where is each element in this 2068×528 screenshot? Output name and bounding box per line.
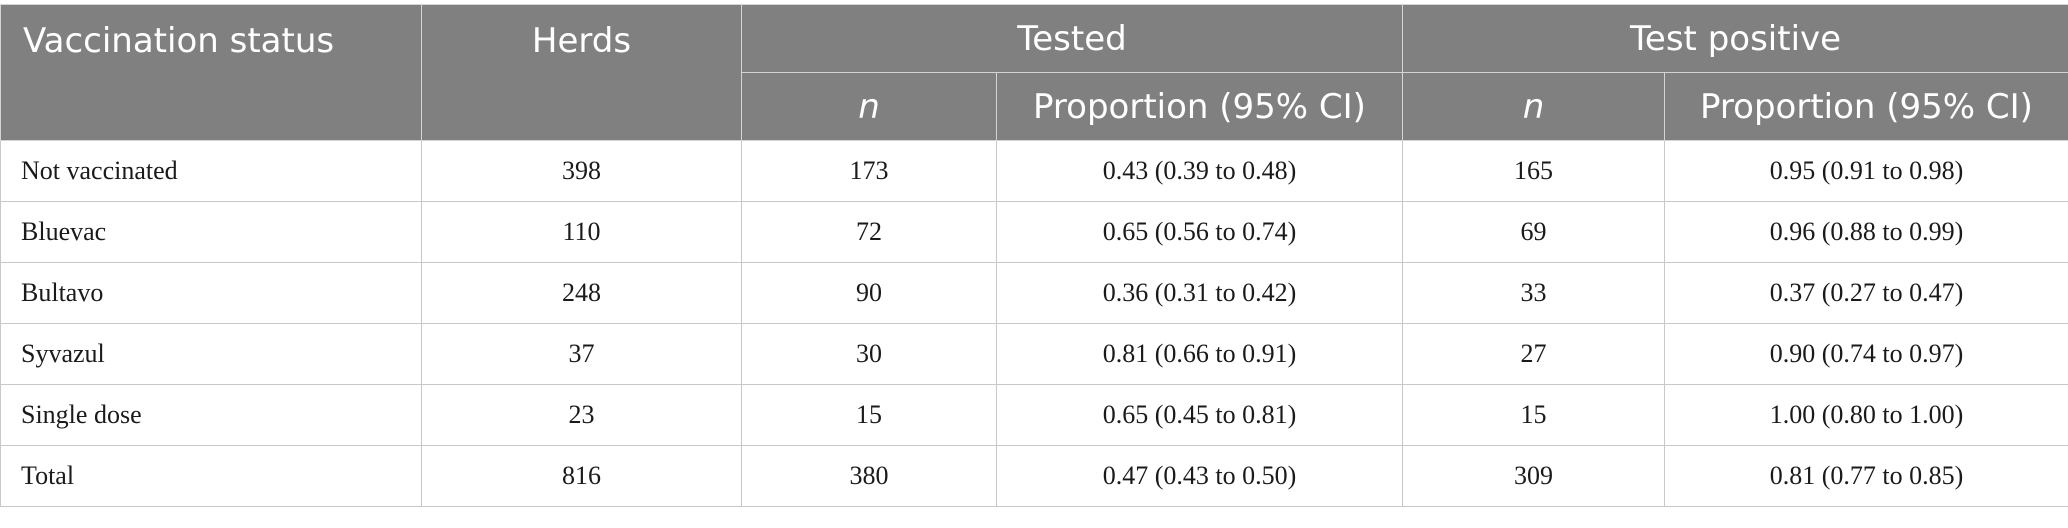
- cell-status: Syvazul: [0, 323, 422, 385]
- table-row: Single dose 23 15 0.65 (0.45 to 0.81) 15…: [0, 384, 2068, 446]
- cell-positive-n: 15: [1402, 384, 1665, 446]
- header-group-test-positive: Test positive: [1402, 4, 2068, 73]
- header-herds: Herds: [421, 4, 742, 141]
- cell-positive-proportion: 0.81 (0.77 to 0.85): [1664, 445, 2068, 507]
- cell-positive-proportion: 1.00 (0.80 to 1.00): [1664, 384, 2068, 446]
- cell-positive-n: 33: [1402, 262, 1665, 324]
- cell-herds: 398: [421, 140, 742, 202]
- cell-positive-proportion: 0.95 (0.91 to 0.98): [1664, 140, 2068, 202]
- cell-tested-proportion: 0.65 (0.45 to 0.81): [996, 384, 1403, 446]
- cell-herds: 23: [421, 384, 742, 446]
- cell-tested-proportion: 0.65 (0.56 to 0.74): [996, 201, 1403, 263]
- cell-herds: 37: [421, 323, 742, 385]
- cell-positive-n: 69: [1402, 201, 1665, 263]
- header-vaccination-status: Vaccination status: [0, 4, 422, 141]
- cell-status: Single dose: [0, 384, 422, 446]
- cell-tested-proportion: 0.43 (0.39 to 0.48): [996, 140, 1403, 202]
- header-row-2: n Proportion (95% CI) n Proportion (95% …: [1, 72, 2068, 141]
- cell-tested-n: 72: [741, 201, 997, 263]
- cell-tested-n: 90: [741, 262, 997, 324]
- cell-tested-n: 15: [741, 384, 997, 446]
- header-tested-n: n: [741, 72, 997, 141]
- cell-tested-proportion: 0.36 (0.31 to 0.42): [996, 262, 1403, 324]
- cell-status: Bultavo: [0, 262, 422, 324]
- cell-status: Total: [0, 445, 422, 507]
- cell-positive-n: 165: [1402, 140, 1665, 202]
- table-body: Not vaccinated 398 173 0.43 (0.39 to 0.4…: [0, 140, 2068, 507]
- cell-tested-n: 380: [741, 445, 997, 507]
- table-row: Bluevac 110 72 0.65 (0.56 to 0.74) 69 0.…: [0, 201, 2068, 263]
- cell-positive-proportion: 0.96 (0.88 to 0.99): [1664, 201, 2068, 263]
- cell-herds: 248: [421, 262, 742, 324]
- cell-herds: 816: [421, 445, 742, 507]
- cell-status: Bluevac: [0, 201, 422, 263]
- table-row: Bultavo 248 90 0.36 (0.31 to 0.42) 33 0.…: [0, 262, 2068, 324]
- header-positive-n: n: [1402, 72, 1665, 141]
- cell-positive-n: 27: [1402, 323, 1665, 385]
- header-tested-proportion: Proportion (95% CI): [996, 72, 1403, 141]
- cell-positive-proportion: 0.37 (0.27 to 0.47): [1664, 262, 2068, 324]
- cell-tested-n: 30: [741, 323, 997, 385]
- cell-positive-n: 309: [1402, 445, 1665, 507]
- header-group-tested: Tested: [741, 4, 1403, 73]
- table-row: Not vaccinated 398 173 0.43 (0.39 to 0.4…: [0, 140, 2068, 202]
- table-row: Syvazul 37 30 0.81 (0.66 to 0.91) 27 0.9…: [0, 323, 2068, 385]
- table-row-total: Total 816 380 0.47 (0.43 to 0.50) 309 0.…: [0, 445, 2068, 507]
- cell-tested-proportion: 0.47 (0.43 to 0.50): [996, 445, 1403, 507]
- cell-tested-proportion: 0.81 (0.66 to 0.91): [996, 323, 1403, 385]
- cell-positive-proportion: 0.90 (0.74 to 0.97): [1664, 323, 2068, 385]
- vaccination-table: Vaccination status Herds Tested Test pos…: [0, 4, 2068, 507]
- cell-herds: 110: [421, 201, 742, 263]
- cell-status: Not vaccinated: [0, 140, 422, 202]
- cell-tested-n: 173: [741, 140, 997, 202]
- table-header: Vaccination status Herds Tested Test pos…: [0, 4, 2068, 141]
- header-positive-proportion: Proportion (95% CI): [1664, 72, 2068, 141]
- header-row-1: Vaccination status Herds Tested Test pos…: [0, 4, 2068, 141]
